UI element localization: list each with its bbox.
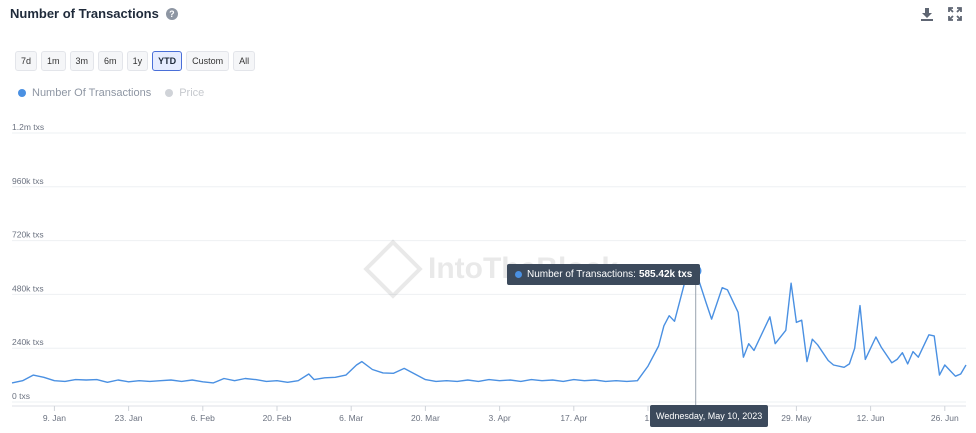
range-button-1m[interactable]: 1m (41, 51, 66, 71)
series-line-0 (11, 270, 967, 384)
x-tick-label: 12. Jun (857, 413, 885, 423)
range-button-6m[interactable]: 6m (98, 51, 123, 71)
y-tick-label: 0 txs (12, 391, 30, 401)
y-tick-label: 480k txs (12, 283, 44, 293)
y-tick-label: 960k txs (12, 176, 44, 186)
legend-label: Price (179, 87, 205, 99)
x-tick-label: 29. May (781, 413, 812, 423)
chart-legend: Number Of Transactions Price (18, 87, 204, 99)
legend-item-1[interactable]: Price (165, 87, 204, 99)
tooltip-series-label: Number of Transactions: (527, 269, 636, 280)
range-button-3m[interactable]: 3m (69, 51, 95, 71)
expand-icon[interactable] (948, 7, 962, 21)
time-range-selector: 7d 1m 3m 6m 1y YTD Custom All (15, 51, 256, 71)
x-tick-label: 6. Feb (191, 413, 215, 423)
chart-actions (920, 7, 962, 21)
x-tick-label: 9. Jan (43, 413, 66, 423)
range-button-all[interactable]: All (233, 51, 256, 71)
range-button-custom[interactable]: Custom (186, 51, 230, 71)
question-circle-icon[interactable]: ? (165, 7, 178, 20)
chart-title: Number of Transactions ? (10, 6, 178, 21)
download-icon[interactable] (920, 7, 934, 21)
y-tick-label: 240k txs (12, 337, 44, 347)
y-tick-label: 1.2m txs (12, 122, 44, 132)
legend-dot (18, 89, 26, 97)
range-button-1y[interactable]: 1y (126, 51, 149, 71)
x-tick-label: 26. Jun (931, 413, 959, 423)
chart-title-text: Number of Transactions (10, 6, 159, 21)
x-tick-label: 20. Mar (411, 413, 440, 423)
x-tick-label: 20. Feb (263, 413, 292, 423)
legend-item-0[interactable]: Number Of Transactions (18, 87, 151, 99)
x-tick-label: 3. Apr (488, 413, 510, 423)
x-tick-label: 6. Mar (339, 413, 363, 423)
legend-dot (165, 89, 174, 97)
x-tick-label: 1. (644, 413, 651, 423)
range-button-ytd[interactable]: YTD (152, 51, 183, 71)
x-tick-label: 17. Apr (560, 413, 587, 423)
tooltip-series-dot (515, 271, 522, 278)
value-tooltip: Number of Transactions: 585.42k txs (507, 264, 701, 285)
y-tick-label: 720k txs (12, 230, 44, 240)
legend-label: Number Of Transactions (32, 87, 152, 99)
range-button-7d[interactable]: 7d (15, 51, 38, 71)
x-tick-label: 23. Jan (115, 413, 143, 423)
tooltip-value: 585.42k txs (638, 269, 693, 280)
watermark-logo-icon (363, 239, 423, 299)
date-tooltip: Wednesday, May 10, 2023 (650, 405, 769, 427)
